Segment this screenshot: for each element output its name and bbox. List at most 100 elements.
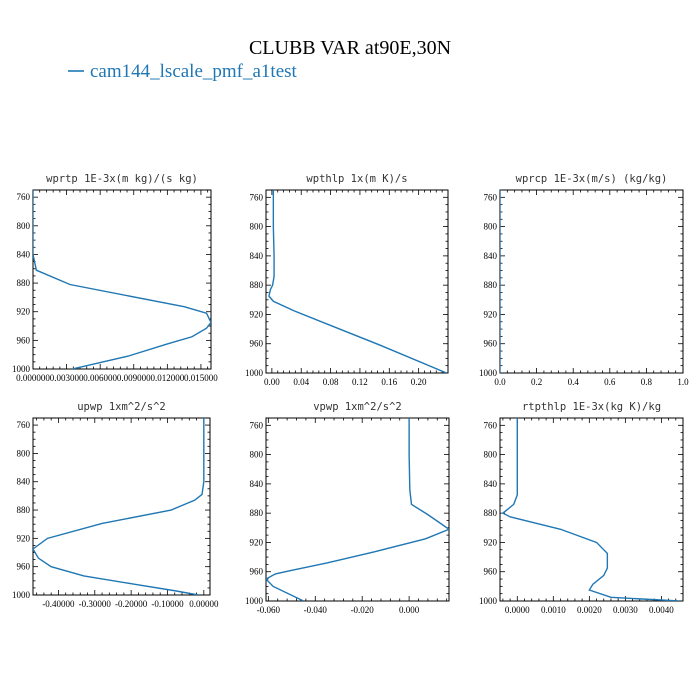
- y-tick-label: 920: [484, 309, 498, 319]
- y-tick-label: 920: [484, 537, 498, 547]
- y-tick-label: 920: [250, 309, 264, 319]
- y-tick-label: 1000: [479, 596, 498, 606]
- x-tick-label: 0.009000: [117, 373, 151, 383]
- y-tick-label: 880: [250, 508, 264, 518]
- y-tick-label: 760: [484, 420, 498, 430]
- figure-title: CLUBB VAR at90E,30N: [249, 37, 451, 59]
- x-tick-label: 0.4: [568, 377, 580, 387]
- y-tick-label: 880: [250, 280, 264, 290]
- x-tick-label: 0.04: [293, 377, 309, 387]
- series-line: [268, 190, 447, 373]
- x-tick-label: 0.0: [494, 377, 506, 387]
- panel-2: wpthlp 1x(m K)/s76080084088092096010000.…: [245, 173, 449, 387]
- y-tick-label: 960: [484, 339, 498, 349]
- legend: cam144_lscale_pmf_a1test: [68, 61, 298, 82]
- x-tick-label: 0.2: [531, 377, 542, 387]
- y-tick-label: 760: [250, 420, 264, 430]
- y-tick-label: 1000: [479, 368, 498, 378]
- x-tick-label: -0.020: [351, 605, 375, 615]
- plot-frame: [265, 189, 449, 374]
- x-tick-label: -0.040: [304, 605, 328, 615]
- y-tick-label: 1000: [12, 364, 31, 374]
- y-tick-label: 800: [250, 222, 264, 232]
- y-tick-label: 880: [17, 505, 31, 515]
- x-tick-label: 1.0: [677, 377, 689, 387]
- y-tick-label: 800: [484, 222, 498, 232]
- y-tick-label: 880: [484, 508, 498, 518]
- panels: wprtp 1E-3x(m kg)/(s kg) 760 800 840 880 920 9…: [12, 173, 689, 615]
- series-line: [501, 418, 680, 601]
- x-tick-label: 0.6: [604, 377, 616, 387]
- x-tick-label: 0.0000: [505, 605, 530, 615]
- x-tick-label: 0.08: [323, 377, 339, 387]
- y-tick-label: 840: [484, 251, 498, 261]
- x-tick-label: 0.0020: [577, 605, 602, 615]
- series-line: [33, 190, 211, 369]
- plot-frame: [32, 189, 212, 370]
- panel-title: wprtp 1E-3x(m kg)/(s kg): [46, 173, 198, 185]
- x-tick-label: 0.012000: [150, 373, 184, 383]
- plot-frame: [265, 417, 450, 602]
- x-tick-label: 0.0010: [541, 605, 566, 615]
- panel-title: rtpthlp 1E-3x(kg K)/kg: [522, 401, 661, 413]
- y-tick-label: 840: [17, 477, 31, 487]
- x-tick-label: 0.00000: [189, 599, 219, 609]
- x-tick-label: -0.40000: [42, 599, 75, 609]
- plot-frame: [499, 189, 684, 374]
- x-tick-label: 0.0030: [613, 605, 638, 615]
- panel-3: wprcp 1E-3x(m/s) (kg/kg) 760 800 840 880 920 9…: [479, 173, 689, 387]
- y-tick-label: 840: [17, 249, 31, 259]
- x-tick-label: 0.015000: [184, 373, 218, 383]
- y-tick-label: 960: [484, 567, 498, 577]
- y-tick-label: 960: [250, 567, 264, 577]
- y-tick-label: 760: [17, 420, 31, 430]
- y-tick-label: 840: [250, 479, 264, 489]
- x-tick-label: -0.20000: [115, 599, 148, 609]
- y-tick-label: 760: [484, 192, 498, 202]
- y-tick-label: 760: [17, 192, 31, 202]
- y-tick-label: 920: [17, 533, 31, 543]
- y-tick-label: 920: [17, 307, 31, 317]
- y-tick-label: 760: [250, 192, 264, 202]
- plot-frame: [32, 417, 211, 596]
- series-line: [266, 418, 449, 601]
- x-tick-label: 0.8: [641, 377, 653, 387]
- x-tick-label: -0.060: [257, 605, 281, 615]
- y-tick-label: 880: [17, 278, 31, 288]
- panel-title: wprcp 1E-3x(m/s) (kg/kg): [516, 173, 668, 185]
- x-tick-label: 0.006000: [83, 373, 117, 383]
- x-tick-label: 0.20: [411, 377, 427, 387]
- y-tick-label: 880: [484, 280, 498, 290]
- x-tick-label: 0.12: [352, 377, 368, 387]
- y-tick-label: 840: [484, 479, 498, 489]
- y-tick-label: 960: [17, 335, 31, 345]
- x-tick-label: -0.30000: [79, 599, 112, 609]
- panel-5: vpwp 1xm^2/s^27608008408809209601000-0.0…: [245, 401, 450, 615]
- y-tick-label: 840: [250, 251, 264, 261]
- y-tick-label: 1000: [245, 596, 264, 606]
- legend-label: cam144_lscale_pmf_a1test: [90, 61, 298, 82]
- x-tick-label: 0.16: [381, 377, 397, 387]
- x-tick-label: 0.00: [264, 377, 280, 387]
- y-tick-label: 800: [250, 450, 264, 460]
- y-tick-label: 800: [484, 450, 498, 460]
- y-tick-label: 960: [17, 562, 31, 572]
- x-tick-label: 0.000000: [16, 373, 50, 383]
- panel-4: upwp 1xm^2/s^2 760 800 840 880 920 960 1000 -0.4…: [12, 401, 219, 609]
- x-tick-label: 0.0040: [649, 605, 674, 615]
- y-tick-label: 920: [250, 537, 264, 547]
- panel-1: wprtp 1E-3x(m kg)/(s kg) 760 800 840 880 920 9…: [12, 173, 218, 383]
- x-tick-label: -0.10000: [151, 599, 184, 609]
- y-tick-label: 1000: [12, 590, 31, 600]
- plot-frame: [499, 417, 684, 602]
- y-tick-label: 960: [250, 339, 264, 349]
- y-tick-label: 800: [17, 221, 31, 231]
- panel-title: upwp 1xm^2/s^2: [77, 401, 166, 413]
- panel-title: wpthlp 1x(m K)/s: [306, 173, 407, 185]
- series-line: [33, 418, 205, 595]
- x-tick-label: 0.003000: [50, 373, 84, 383]
- panel-title: vpwp 1xm^2/s^2: [313, 401, 402, 413]
- panel-6: rtpthlp 1E-3x(kg K)/kg 760 800 840 880 920 960…: [479, 401, 684, 615]
- y-tick-label: 1000: [245, 368, 264, 378]
